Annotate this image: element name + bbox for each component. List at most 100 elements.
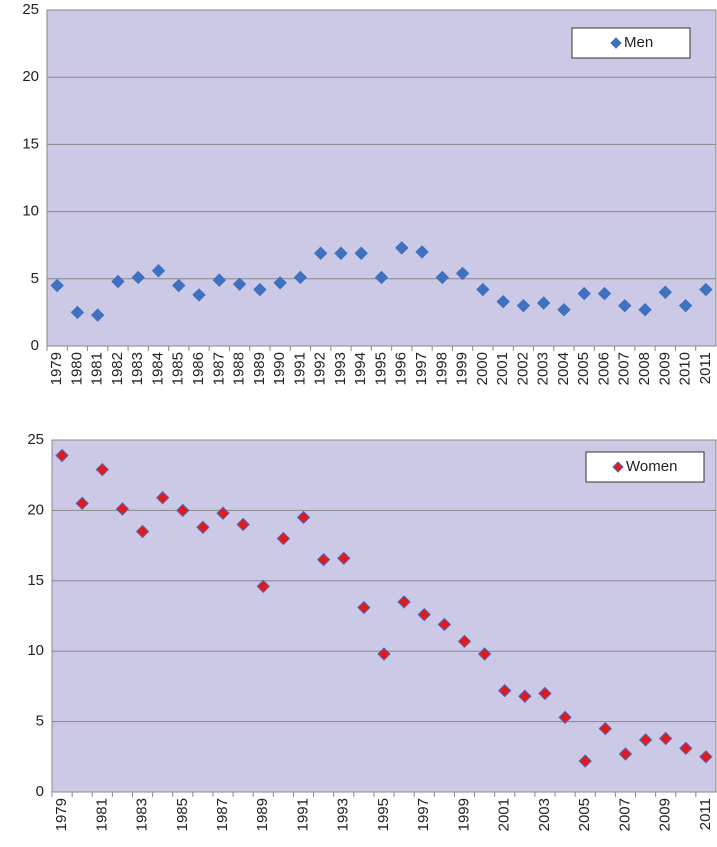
marker	[417, 607, 431, 622]
x-tick-label: 1985	[174, 798, 191, 831]
legend-label: Men	[624, 34, 653, 51]
marker	[678, 298, 693, 313]
x-tick-label: 1993	[332, 352, 349, 385]
marker	[216, 506, 230, 520]
marker	[151, 264, 166, 278]
marker	[293, 270, 308, 285]
x-tick-label: 2011	[697, 352, 714, 384]
marker	[557, 303, 571, 317]
y-tick-label: 20	[22, 68, 39, 85]
x-tick-label: 1992	[312, 352, 329, 385]
marker	[496, 294, 510, 309]
marker	[256, 579, 270, 594]
marker	[75, 496, 89, 511]
marker	[638, 303, 652, 317]
marker	[476, 282, 490, 297]
x-tick-label: 2009	[656, 352, 673, 385]
y-tick-label: 5	[36, 713, 44, 730]
x-tick-label: 1994	[352, 352, 369, 385]
marker	[397, 595, 411, 609]
marker	[498, 683, 512, 698]
x-tick-label: 1988	[231, 352, 248, 385]
x-tick-label: 1990	[271, 352, 288, 385]
marker	[236, 517, 250, 532]
legend-box	[585, 451, 705, 483]
x-tick-label: 2001	[494, 352, 511, 385]
y-tick-label: 0	[31, 337, 39, 354]
x-tick-label: 1983	[129, 352, 146, 385]
marker	[296, 510, 311, 525]
marker	[253, 282, 267, 297]
x-tick-label: 1993	[335, 798, 352, 831]
marker	[516, 298, 531, 313]
marker	[377, 647, 391, 661]
marker	[658, 285, 673, 299]
marker	[598, 721, 613, 736]
y-tick-label: 10	[22, 203, 39, 220]
marker	[437, 617, 452, 632]
marker	[135, 524, 150, 539]
x-tick-label: 1980	[68, 352, 85, 385]
x-tick-label: 1981	[93, 798, 110, 831]
marker	[558, 710, 572, 725]
marker	[50, 278, 64, 293]
legend-label: Women	[626, 458, 677, 475]
y-tick-label: 5	[31, 270, 39, 287]
marker	[455, 266, 470, 281]
marker	[95, 462, 110, 477]
marker	[155, 491, 170, 505]
y-tick-label: 25	[22, 1, 39, 18]
legend-marker	[610, 37, 622, 49]
x-tick-label: 2007	[616, 352, 633, 385]
y-tick-label: 10	[27, 642, 44, 659]
marker	[435, 270, 450, 285]
x-tick-label: 2006	[595, 352, 612, 385]
marker	[699, 750, 713, 764]
plot-area	[46, 9, 717, 347]
marker	[679, 741, 693, 756]
marker	[273, 276, 287, 290]
marker	[334, 246, 348, 260]
marker	[196, 520, 210, 535]
x-tick-label: 1991	[291, 352, 308, 385]
marker	[115, 502, 130, 516]
x-tick-label: 2007	[616, 798, 633, 831]
marker	[70, 305, 85, 320]
y-tick-label: 25	[27, 431, 44, 448]
x-tick-label: 1982	[109, 352, 126, 385]
marker	[658, 731, 673, 746]
x-tick-label: 2008	[636, 352, 653, 385]
marker	[357, 600, 371, 615]
x-tick-label: 2005	[576, 798, 593, 831]
legend-marker	[612, 461, 624, 473]
marker	[578, 754, 592, 768]
marker	[536, 296, 551, 310]
y-tick-label: 15	[27, 572, 44, 589]
marker	[111, 274, 125, 289]
marker	[395, 241, 409, 255]
x-tick-label: 2000	[474, 352, 491, 385]
x-tick-label: 2001	[496, 798, 513, 831]
marker	[518, 689, 532, 703]
legend-box	[571, 27, 691, 59]
x-tick-label: 1989	[254, 798, 271, 831]
x-tick-label: 2004	[555, 352, 572, 385]
marker	[354, 246, 368, 260]
x-tick-label: 2011	[697, 798, 714, 830]
marker	[55, 448, 69, 463]
x-tick-label: 1999	[455, 798, 472, 831]
marker	[316, 552, 331, 567]
marker	[337, 551, 351, 565]
y-tick-label: 20	[27, 501, 44, 518]
marker	[538, 686, 552, 701]
marker	[374, 270, 389, 285]
x-tick-label: 2003	[536, 798, 553, 831]
marker	[313, 246, 328, 260]
marker	[618, 298, 632, 313]
marker	[131, 270, 145, 285]
plot-area	[51, 439, 717, 793]
x-tick-label: 2005	[575, 352, 592, 385]
marker	[699, 282, 713, 297]
x-tick-label: 1981	[89, 352, 106, 385]
marker	[415, 245, 429, 259]
